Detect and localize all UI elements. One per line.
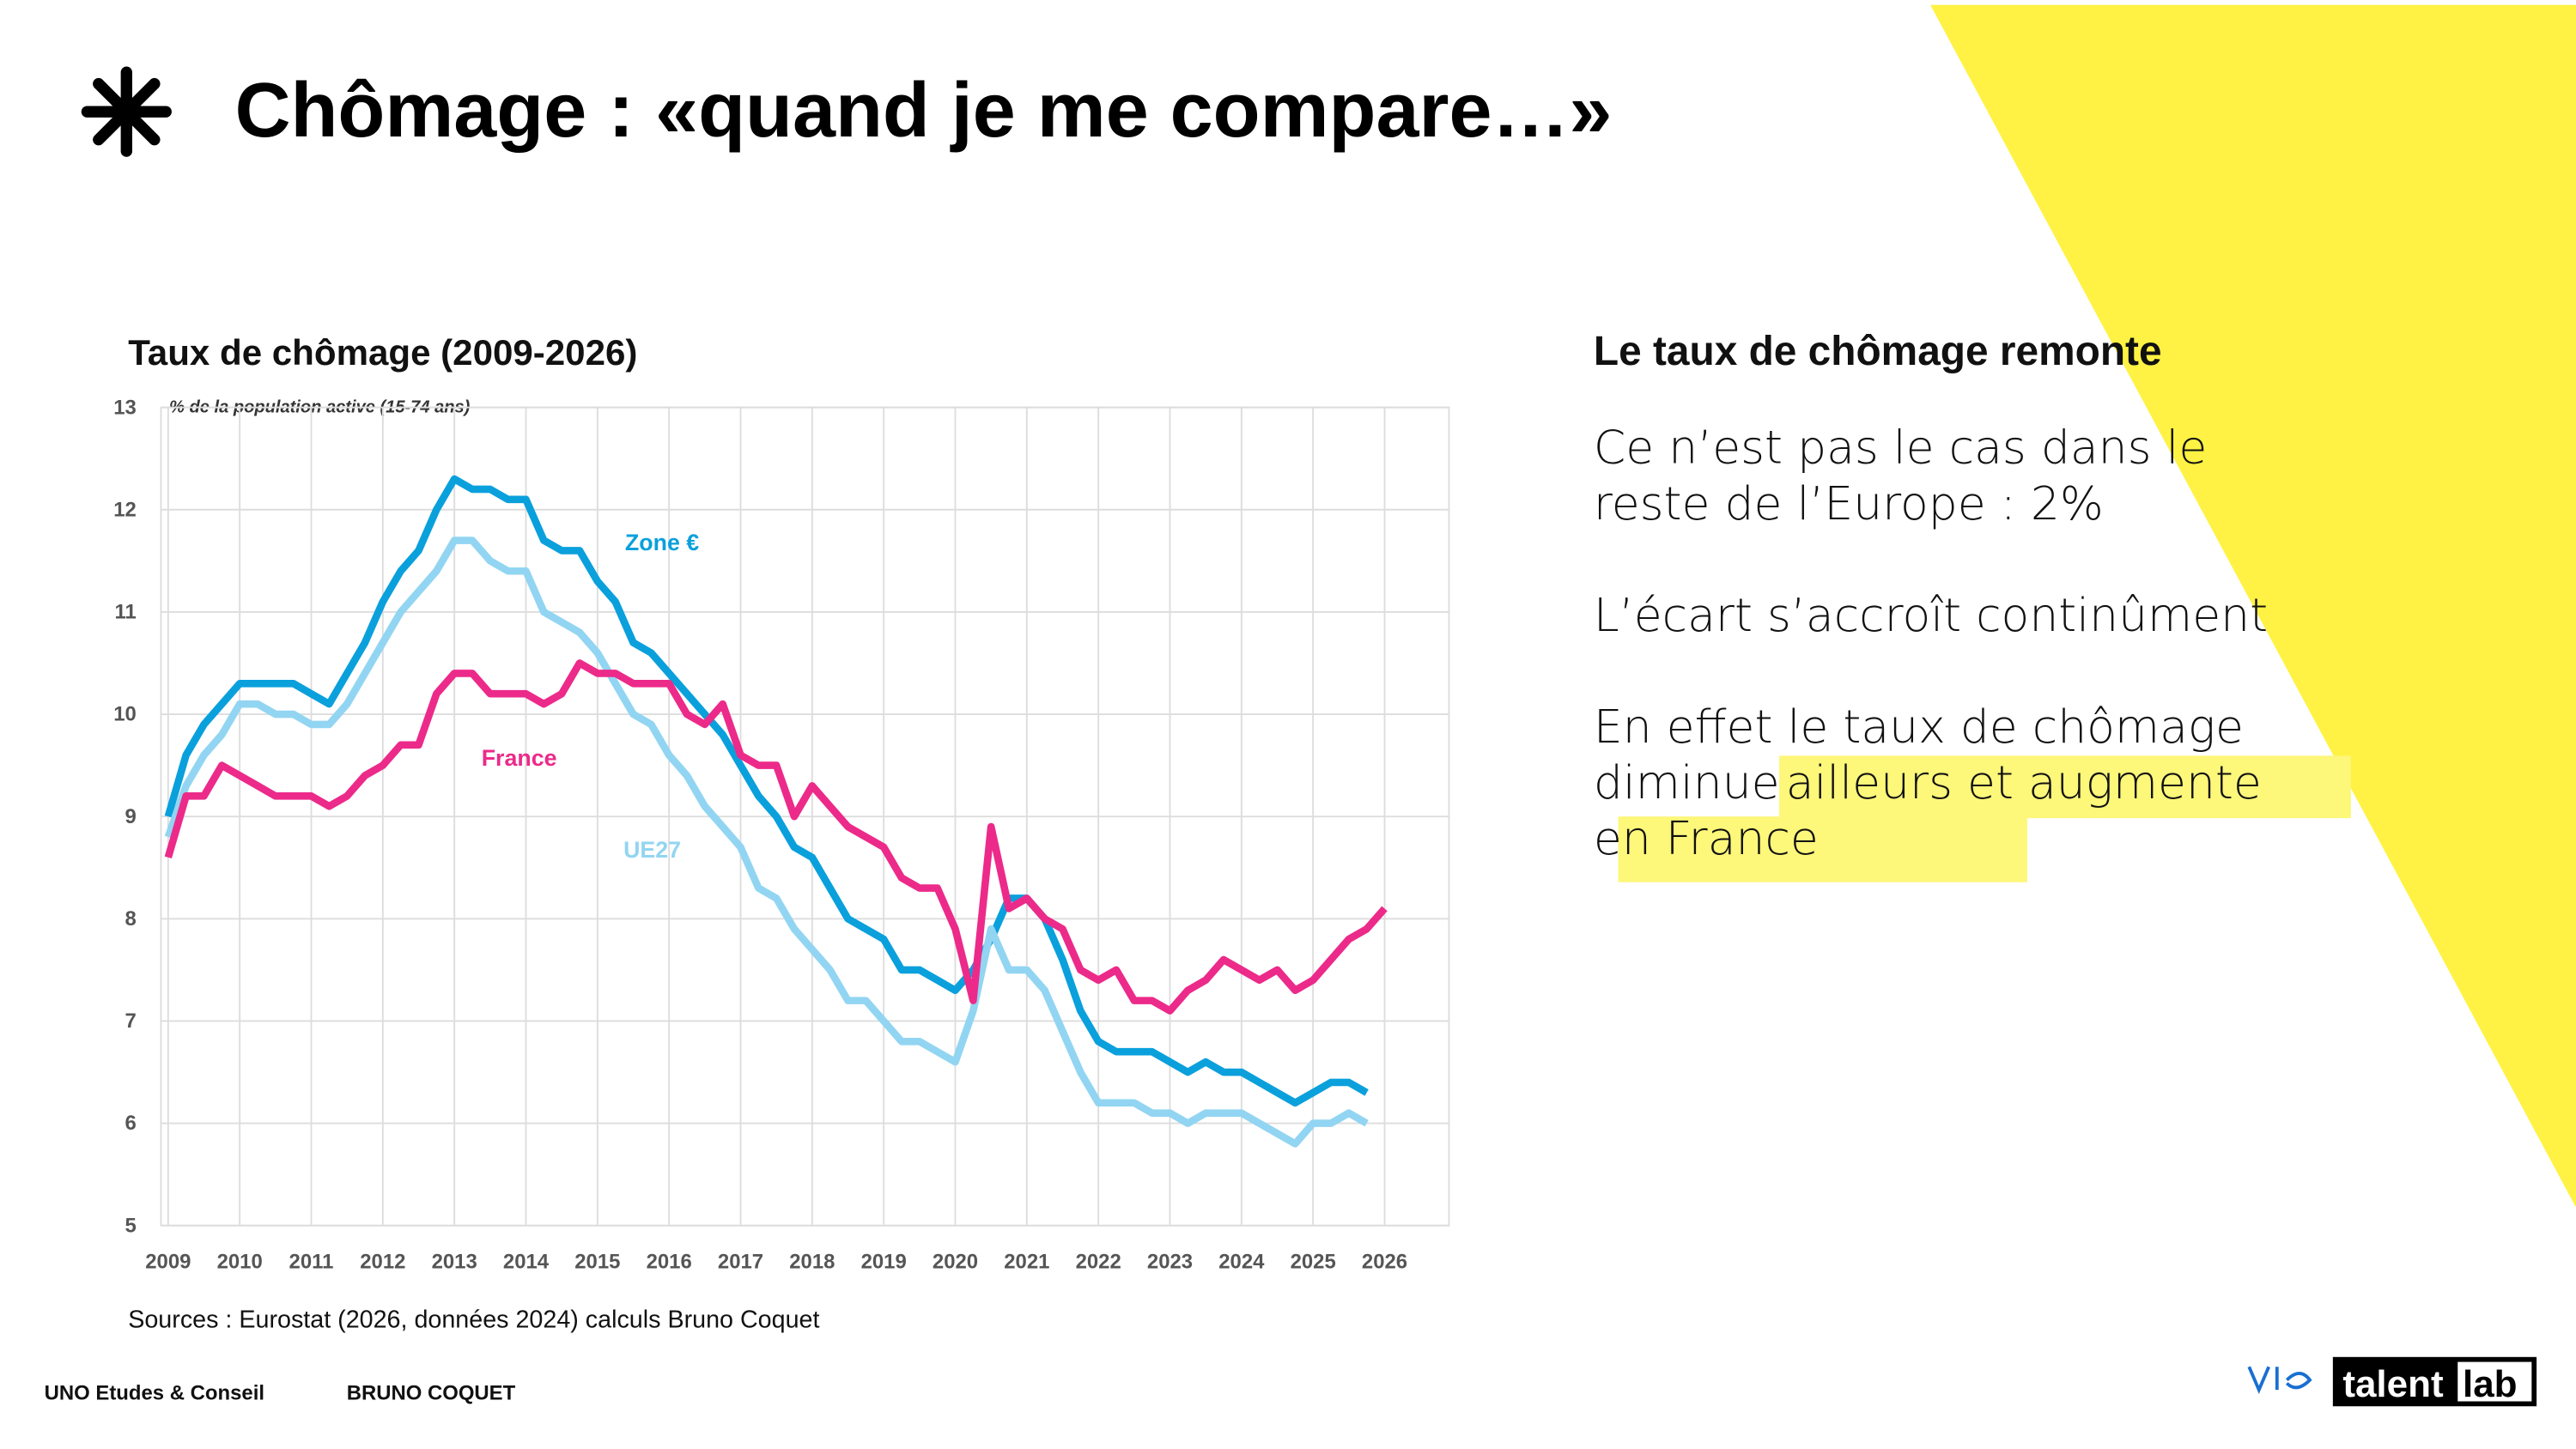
- y-tick-label: 11: [115, 601, 137, 624]
- x-tick-label: 2016: [647, 1250, 692, 1273]
- highlight: [1779, 755, 2351, 819]
- series-line: [164, 659, 1388, 1015]
- panel-text: en France: [1594, 811, 1819, 865]
- series-label: Zone €: [625, 530, 699, 555]
- x-tick-label: 2018: [789, 1250, 835, 1273]
- chart-title: Taux de chômage (2009-2026): [128, 332, 637, 373]
- series-label: UE27: [623, 837, 681, 863]
- x-tick-label: 2021: [1004, 1250, 1049, 1273]
- panel-text: diminue: [1594, 755, 1780, 809]
- x-tick-label: 2017: [718, 1250, 763, 1273]
- y-tick-label: 13: [113, 396, 137, 419]
- x-tick-label: 2014: [503, 1250, 550, 1273]
- highlight: [1618, 816, 2027, 882]
- x-tick-label: 2010: [217, 1250, 263, 1273]
- y-tick-label: 5: [125, 1214, 137, 1237]
- y-tick-label: 6: [125, 1112, 137, 1135]
- x-tick-label: 2013: [432, 1250, 477, 1273]
- logo-text: talent: [2342, 1363, 2444, 1405]
- x-tick-label: 2025: [1291, 1250, 1336, 1273]
- panel-text: L’écart s’accroît continûment: [1594, 588, 2268, 642]
- x-tick-label: 2012: [360, 1250, 405, 1273]
- logo-box-inner: [2458, 1361, 2532, 1402]
- slide-title: Chômage : «quand je me compare…»: [235, 68, 1613, 154]
- logo-text: lab: [2463, 1363, 2518, 1405]
- yellow-shape: [1930, 4, 2576, 1208]
- x-tick-label: 2023: [1147, 1250, 1193, 1273]
- x-tick-label: 2024: [1218, 1250, 1265, 1273]
- y-tick-label: 7: [125, 1009, 137, 1033]
- x-tick-label: 2019: [861, 1250, 907, 1273]
- chart: 5 6 7 8 9 10 11 12 13 2009 2010 2011 2012 2013 2014 201…: [113, 396, 1449, 1273]
- panel-text: reste de l’Europe : 2%: [1594, 476, 2104, 530]
- x-tick-label: 2009: [145, 1250, 191, 1273]
- partner-logo: [2247, 1366, 2312, 1394]
- y-tick-label: 9: [125, 805, 137, 828]
- source: Sources : Eurostat (2026, données 2024) …: [128, 1306, 819, 1333]
- series-line: [164, 537, 1369, 1148]
- footer-org: UNO Etudes & Conseil: [45, 1382, 264, 1405]
- series-line: [164, 475, 1369, 1107]
- panel-text: Ce n’est pas le cas dans le: [1594, 421, 2208, 475]
- x-tick-label: 2026: [1362, 1250, 1407, 1273]
- x-tick-label: 2011: [289, 1250, 334, 1273]
- x-tick-label: 2015: [574, 1250, 620, 1273]
- y-tick-label: 12: [113, 498, 137, 521]
- x-tick-label: 2022: [1076, 1250, 1121, 1273]
- series-label: France: [482, 745, 557, 771]
- y-tick-label: 10: [113, 703, 137, 726]
- x-tick-label: 2020: [933, 1250, 978, 1273]
- panel-text: ailleurs et augmente: [1786, 755, 2262, 809]
- panel-text: En effet le taux de chômage: [1594, 700, 2244, 754]
- panel-heading: Le taux de chômage remonte: [1594, 329, 2162, 374]
- footer-author: BRUNO COQUET: [347, 1382, 516, 1405]
- y-tick-label: 8: [125, 907, 137, 931]
- asterisk-icon: [81, 66, 172, 157]
